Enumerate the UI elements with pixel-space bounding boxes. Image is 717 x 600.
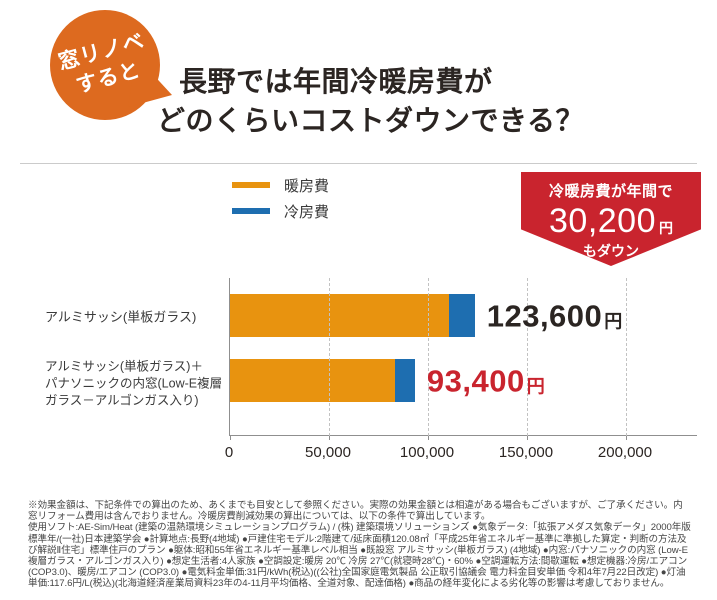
cooling-color-swatch bbox=[232, 208, 270, 214]
footnote-paragraph-2: 使用ソフト:AE-Sim/Heat (建築の温熱環境シミュレーションプログラム)… bbox=[28, 522, 691, 590]
value-number: 93,400 bbox=[426, 363, 525, 399]
callout-amount-row: 30,200 円 bbox=[521, 204, 701, 238]
tick-mark bbox=[230, 436, 231, 440]
legend-label-cooling: 冷房費 bbox=[284, 203, 330, 221]
footnote: ※効果金額は、下記条件での算出のため、あくまでも目安として参照ください。実際の効… bbox=[28, 500, 692, 590]
gridline bbox=[329, 278, 330, 436]
x-tick-label: 100,000 bbox=[399, 444, 455, 461]
title-line1: 長野では年間冷暖房費が bbox=[179, 66, 493, 97]
category-label-existing: アルミサッシ(単板ガラス) bbox=[45, 309, 197, 325]
x-tick-label: 150,000 bbox=[498, 444, 554, 461]
category-label-renovated: アルミサッシ(単板ガラス)＋ パナソニックの内窓(Low-E複層 ガラス－アルゴ… bbox=[45, 359, 223, 408]
cooling-segment bbox=[448, 294, 475, 337]
callout-amount: 30,200 bbox=[549, 202, 656, 240]
plot-area bbox=[229, 278, 697, 440]
callout-line1: 冷暖房費が年間で bbox=[548, 183, 673, 200]
heating-color-swatch bbox=[232, 182, 270, 188]
gridline bbox=[428, 278, 429, 436]
callout-badge: 冷暖房費が年間で 30,200 円 もダウン bbox=[521, 172, 701, 266]
tick-mark bbox=[428, 436, 429, 440]
gridline bbox=[626, 278, 627, 436]
tick-mark bbox=[626, 436, 627, 440]
value-label-renovated: 93,400 円 bbox=[427, 366, 545, 397]
x-tick-label: 0 bbox=[224, 444, 234, 461]
legend-label-heating: 暖房費 bbox=[284, 177, 330, 195]
chart-legend: 暖房費 冷房費 bbox=[232, 178, 329, 230]
legend-item-cooling: 冷房費 bbox=[232, 204, 329, 221]
x-axis-ticks: 0 50,000 100,000 150,000 200,000 bbox=[0, 444, 717, 464]
speech-bubble-icon bbox=[50, 10, 172, 120]
x-tick-label: 50,000 bbox=[305, 444, 351, 461]
value-label-existing: 123,600 円 bbox=[487, 301, 623, 332]
x-tick-label: 200,000 bbox=[597, 444, 653, 461]
heating-segment bbox=[230, 359, 396, 402]
tick-mark bbox=[527, 436, 528, 440]
separator-line bbox=[20, 163, 697, 164]
footnote-paragraph-1: ※効果金額は、下記条件での算出のため、あくまでも目安として参照ください。実際の効… bbox=[28, 500, 683, 523]
legend-item-heating: 暖房費 bbox=[232, 178, 329, 195]
bar-existing-window bbox=[230, 294, 475, 337]
value-number: 123,600 bbox=[486, 298, 603, 334]
heating-segment bbox=[230, 294, 449, 337]
gridline bbox=[527, 278, 528, 436]
tick-mark bbox=[329, 436, 330, 440]
cooling-segment bbox=[395, 359, 415, 402]
page-title: 長野では年間冷暖房費が どのくらいコストダウンできる？ bbox=[157, 62, 584, 140]
yen-unit: 円 bbox=[604, 311, 623, 332]
callout-unit: 円 bbox=[659, 220, 673, 236]
callout-line3: もダウン bbox=[583, 243, 639, 259]
title-line2: どのくらいコストダウンできる？ bbox=[157, 105, 584, 136]
bar-renovated-window bbox=[230, 359, 415, 402]
yen-unit: 円 bbox=[526, 376, 545, 397]
